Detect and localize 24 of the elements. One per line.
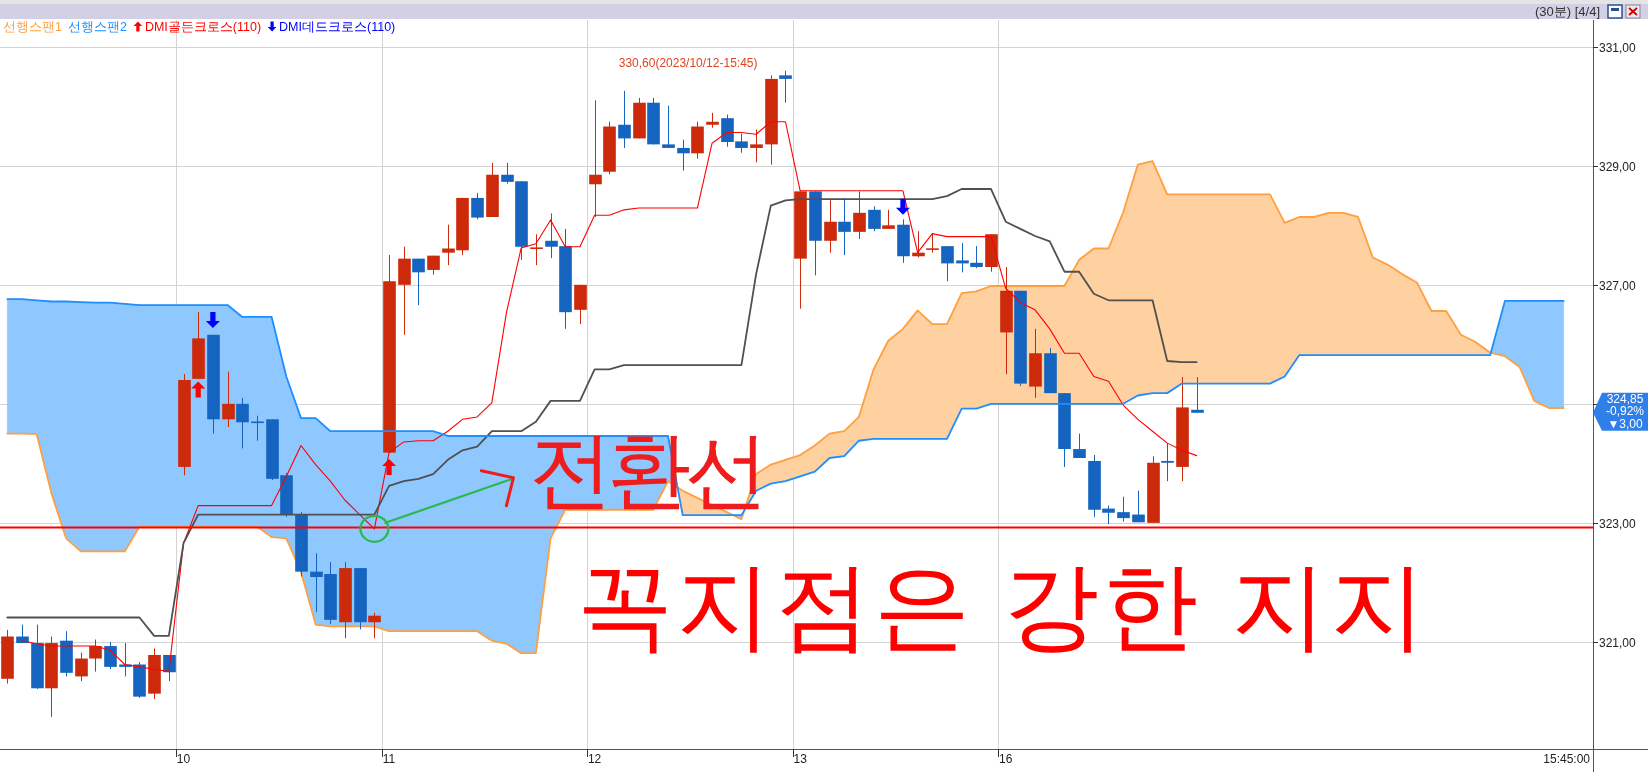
annotation: 330,60(2023/10/12-15:45) <box>618 55 758 70</box>
text: (30분) [4/4] <box>1534 4 1600 19</box>
x-tick-label: 11 <box>382 752 396 766</box>
point <box>895 198 910 215</box>
x-tick-label: 16 <box>999 752 1013 766</box>
text: 15:45:00 <box>1543 752 1591 766</box>
x-tick-label: 12 <box>587 752 602 766</box>
ref-line-label: 꼭지점은 강한 지지 <box>576 551 1429 659</box>
point <box>359 514 390 543</box>
y-tick-label: 323,00 <box>1599 517 1637 531</box>
y-tick-label: 329,00 <box>1599 160 1637 174</box>
x-tick-label: 10 <box>176 752 191 766</box>
legend-label: DMI데드크로스(110) <box>279 20 396 34</box>
point <box>191 381 206 398</box>
x-tick-label: 13 <box>793 752 808 766</box>
text: 선행스팬2 <box>67 20 127 34</box>
legend-label: DMI골든크로스(110) <box>144 20 262 34</box>
point <box>205 311 220 328</box>
text: 선행스팬1 <box>3 20 62 34</box>
y-tick-label: 321,00 <box>1599 636 1637 650</box>
annotation: 전환선 <box>529 422 764 517</box>
point <box>382 458 397 475</box>
y-tick-label: 331,00 <box>1599 41 1637 55</box>
y-tick-label: 327,00 <box>1599 279 1637 293</box>
